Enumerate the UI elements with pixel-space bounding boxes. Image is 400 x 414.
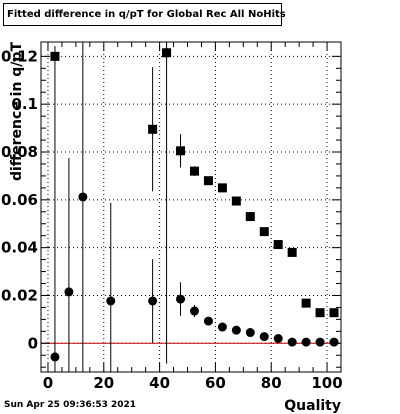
- data-point-circle: [64, 287, 74, 297]
- data-point-circle: [231, 325, 241, 335]
- y-axis-ticks: 0 0.02 0.04 0.06 0.08 0.1 0.12: [1, 47, 341, 368]
- y-tick-label: 0.12: [1, 47, 38, 65]
- data-point-circle: [217, 322, 227, 332]
- plot-frame: [40, 41, 342, 373]
- y-tick-label: 0.06: [1, 191, 38, 209]
- data-point-square: [301, 298, 311, 308]
- data-point-circle: [106, 296, 116, 306]
- data-point-circle: [273, 334, 283, 344]
- grid-lines: [41, 42, 341, 372]
- x-axis-ticks: 0 20 40 60 80 100: [43, 42, 343, 392]
- data-point-circle: [245, 328, 255, 338]
- chart-title: Fitted difference in q/pT for Global Rec…: [3, 3, 286, 26]
- data-point-circle: [329, 337, 339, 347]
- data-point-circle: [259, 332, 269, 342]
- y-tick-label: 0: [28, 334, 38, 352]
- data-markers: [50, 48, 339, 362]
- data-point-square: [176, 146, 186, 156]
- data-point-square: [245, 212, 255, 222]
- data-point-circle: [78, 192, 88, 202]
- data-point-circle: [148, 296, 158, 306]
- x-axis-title: Quality: [284, 398, 341, 414]
- x-tick-label: 80: [261, 374, 282, 392]
- data-point-square: [259, 227, 269, 237]
- y-tick-label: 0.04: [1, 239, 38, 257]
- data-point-square: [148, 124, 158, 134]
- data-point-square: [315, 308, 325, 318]
- data-point-circle: [301, 337, 311, 347]
- y-tick-label: 0.1: [11, 95, 38, 113]
- data-point-square: [189, 166, 199, 176]
- x-tick-label: 40: [149, 374, 170, 392]
- y-tick-label: 0.08: [1, 143, 38, 161]
- data-point-circle: [176, 294, 186, 304]
- data-point-circle: [315, 337, 325, 347]
- data-point-square: [50, 51, 60, 61]
- x-tick-label: 100: [311, 374, 342, 392]
- data-point-circle: [50, 352, 60, 362]
- x-tick-label: 20: [93, 374, 114, 392]
- y-tick-label: 0.02: [1, 286, 38, 304]
- error-bars: [54, 42, 335, 372]
- data-point-square: [273, 240, 283, 250]
- data-point-square: [217, 183, 227, 193]
- data-point-square: [203, 176, 213, 186]
- y-axis-title: difference in q/pT: [9, 42, 25, 181]
- x-tick-label: 0: [43, 374, 53, 392]
- data-point-circle: [162, 48, 172, 58]
- timestamp-footer: Sun Apr 25 09:36:53 2021: [4, 400, 137, 410]
- data-point-square: [329, 308, 339, 318]
- data-point-circle: [287, 337, 297, 347]
- data-point-square: [231, 196, 241, 206]
- data-point-circle: [203, 316, 213, 326]
- data-point-circle: [189, 306, 199, 316]
- data-point-square: [287, 247, 297, 257]
- x-tick-label: 60: [205, 374, 226, 392]
